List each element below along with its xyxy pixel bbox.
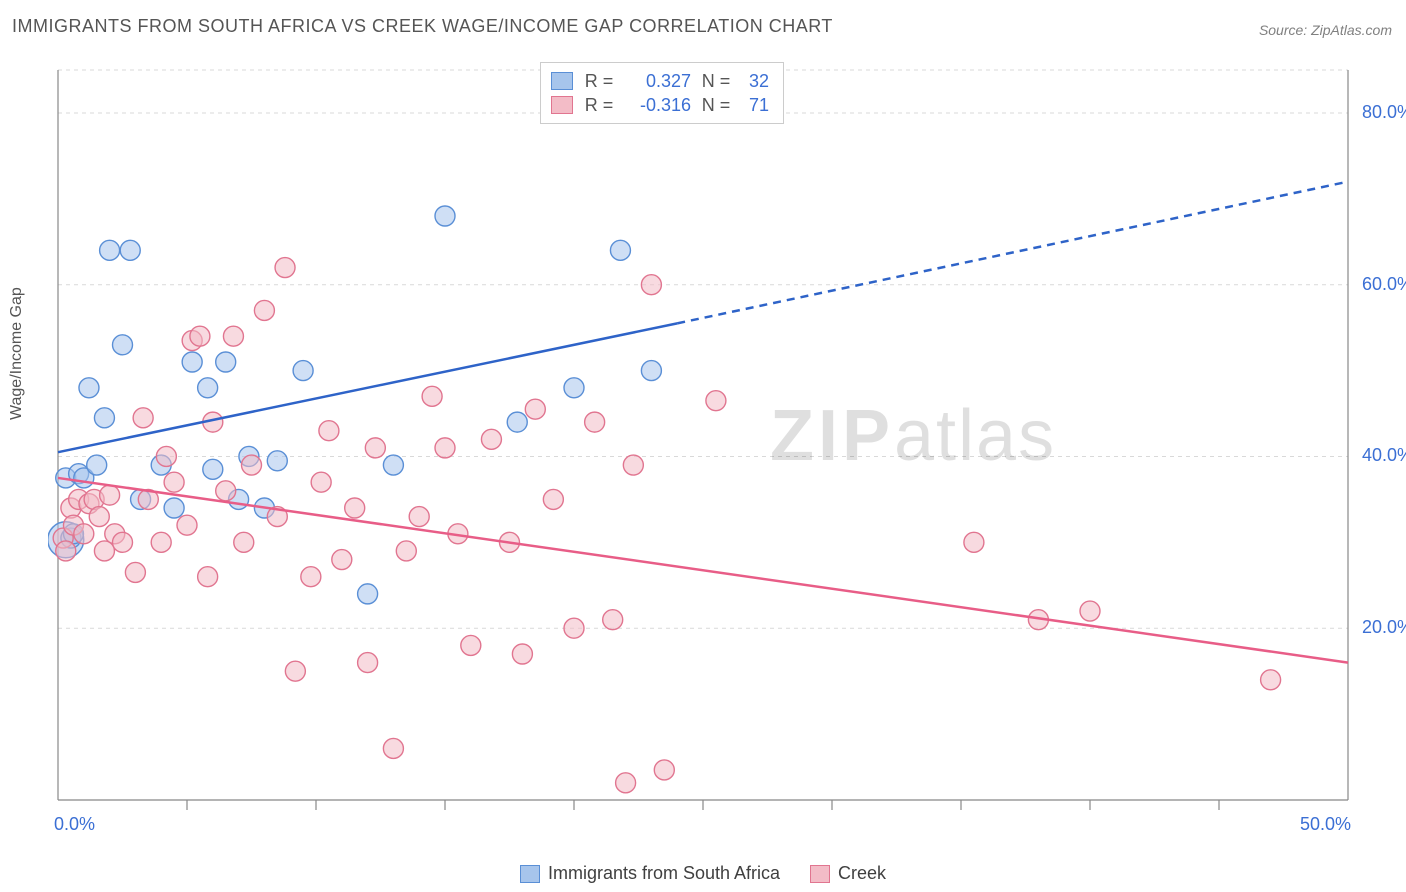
n-label: N = bbox=[701, 69, 731, 93]
y-axis-label: Wage/Income Gap bbox=[8, 287, 26, 420]
correlation-legend: R = 0.327 N = 32 R = -0.316 N = 71 bbox=[540, 62, 784, 124]
series-legend: Immigrants from South Africa Creek bbox=[0, 863, 1406, 884]
r-value: -0.316 bbox=[625, 93, 691, 117]
x-tick-label: 50.0% bbox=[1300, 814, 1351, 835]
watermark: ZIPatlas bbox=[770, 395, 1056, 477]
n-value: 32 bbox=[741, 69, 769, 93]
source-prefix: Source: bbox=[1259, 22, 1311, 38]
chart-container: IMMIGRANTS FROM SOUTH AFRICA VS CREEK WA… bbox=[0, 0, 1406, 892]
chart-title: IMMIGRANTS FROM SOUTH AFRICA VS CREEK WA… bbox=[12, 16, 833, 37]
x-tick-label: 0.0% bbox=[54, 814, 95, 835]
legend-swatch bbox=[551, 72, 573, 90]
correlation-legend-row: R = -0.316 N = 71 bbox=[551, 93, 769, 117]
y-tick-label: 40.0% bbox=[1362, 445, 1406, 466]
scatter-plot bbox=[48, 60, 1358, 830]
correlation-legend-row: R = 0.327 N = 32 bbox=[551, 69, 769, 93]
n-value: 71 bbox=[741, 93, 769, 117]
legend-item: Creek bbox=[810, 863, 886, 884]
r-label: R = bbox=[583, 69, 615, 93]
legend-label: Immigrants from South Africa bbox=[548, 863, 780, 884]
watermark-atlas: atlas bbox=[894, 396, 1056, 476]
legend-item: Immigrants from South Africa bbox=[520, 863, 780, 884]
y-tick-label: 20.0% bbox=[1362, 617, 1406, 638]
n-label: N = bbox=[701, 93, 731, 117]
r-label: R = bbox=[583, 93, 615, 117]
source-label: Source: ZipAtlas.com bbox=[1259, 22, 1392, 38]
legend-label: Creek bbox=[838, 863, 886, 884]
legend-swatch bbox=[551, 96, 573, 114]
watermark-zip: ZIP bbox=[770, 396, 894, 476]
y-tick-label: 80.0% bbox=[1362, 102, 1406, 123]
y-tick-label: 60.0% bbox=[1362, 274, 1406, 295]
source-name: ZipAtlas.com bbox=[1311, 22, 1392, 38]
r-value: 0.327 bbox=[625, 69, 691, 93]
legend-swatch bbox=[810, 865, 830, 883]
legend-swatch bbox=[520, 865, 540, 883]
